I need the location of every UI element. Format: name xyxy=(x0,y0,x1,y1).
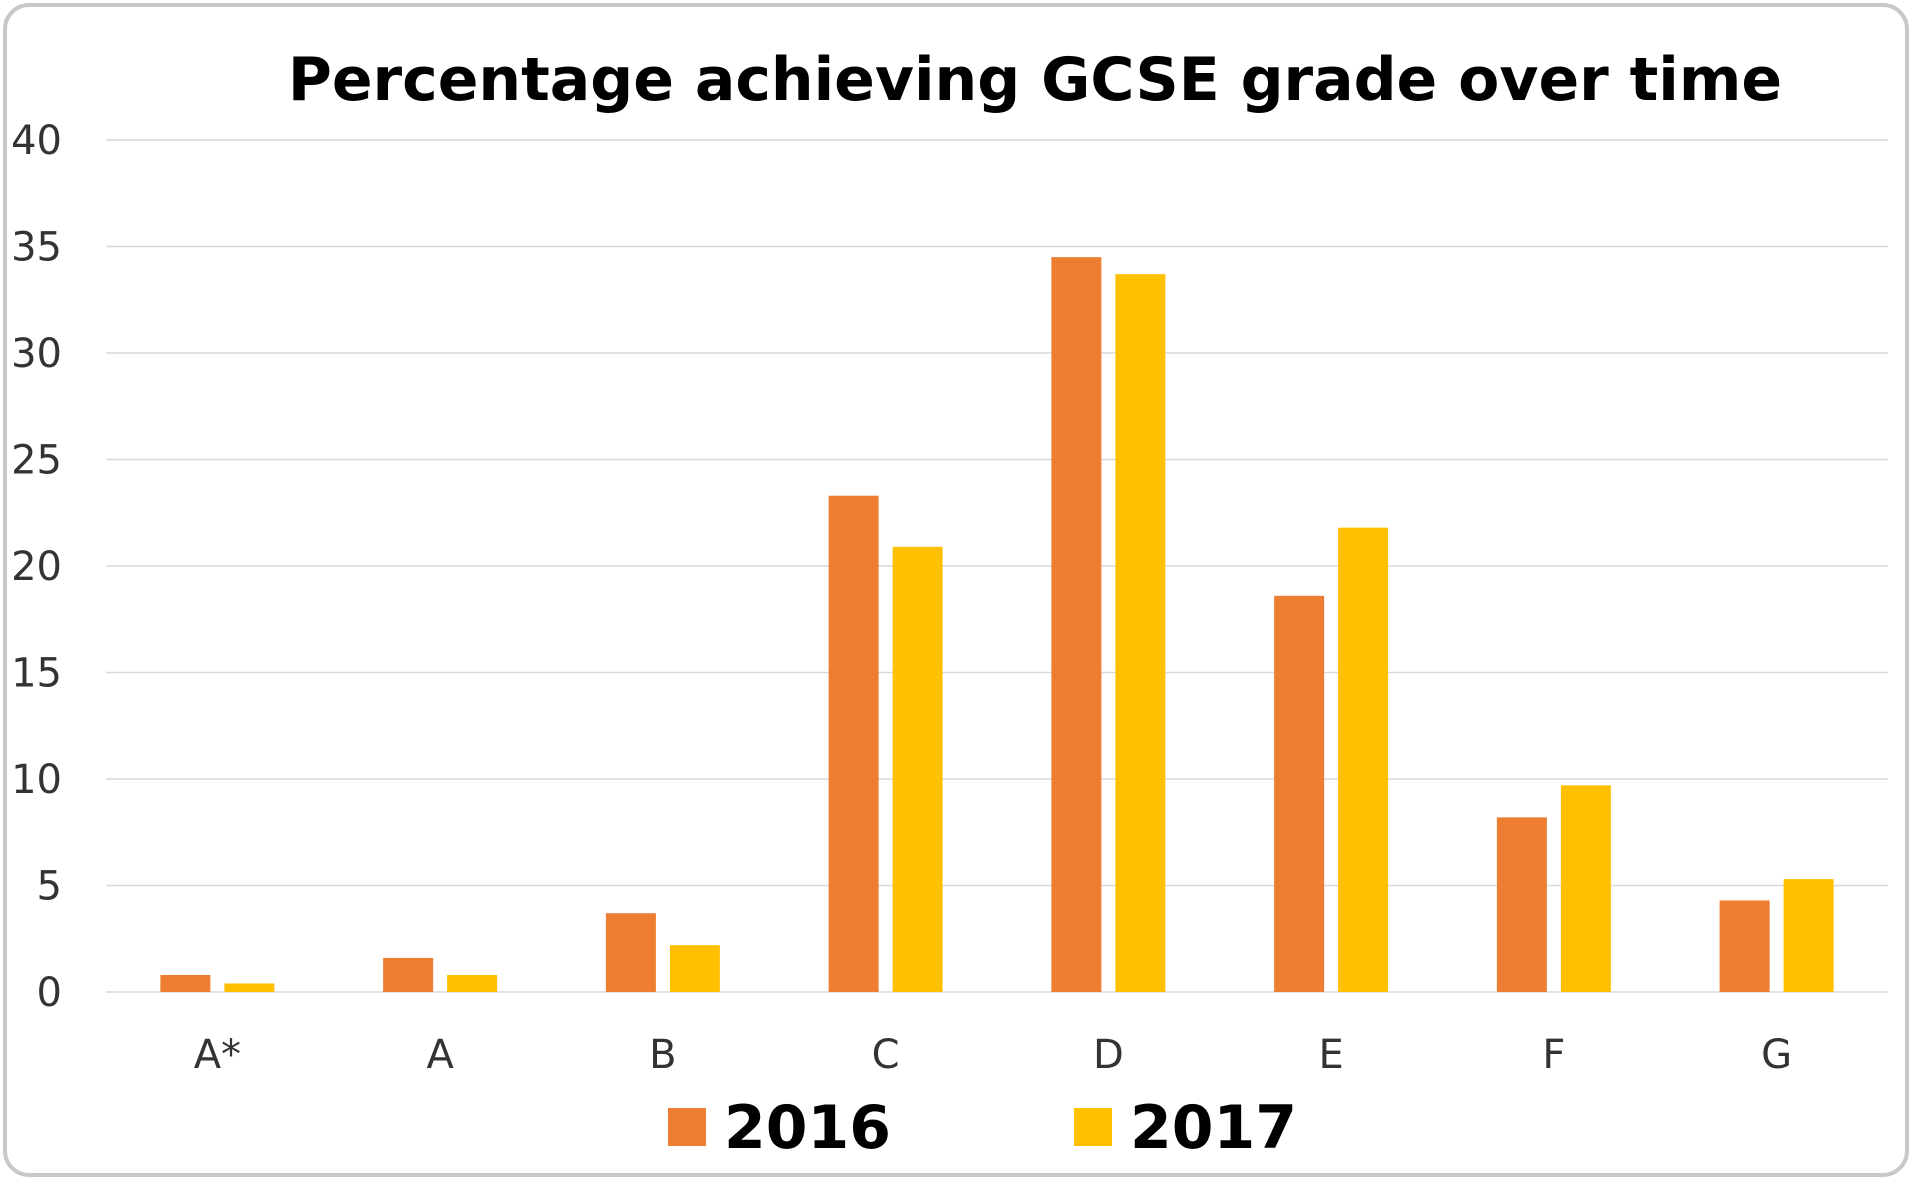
legend-swatch-2016 xyxy=(668,1108,706,1146)
y-tick-label: 35 xyxy=(11,225,62,271)
y-axis-ticks: 0 5 10 15 20 25 30 35 40 xyxy=(11,118,62,1016)
y-tick-label: 20 xyxy=(11,544,62,590)
legend-label-2017: 2017 xyxy=(1130,1093,1297,1163)
x-category-label: D xyxy=(1093,1032,1124,1078)
y-tick-label: 25 xyxy=(11,438,62,484)
bars xyxy=(160,257,1834,992)
bar-2017-A xyxy=(447,974,498,992)
x-category-label: G xyxy=(1761,1032,1792,1078)
y-tick-label: 30 xyxy=(11,331,62,377)
bar-2016-B xyxy=(605,913,656,992)
x-category-label: F xyxy=(1542,1032,1565,1078)
bar-2017-B xyxy=(669,945,720,992)
bar-2016-G xyxy=(1719,900,1770,992)
legend-swatch-2017 xyxy=(1074,1108,1112,1146)
bar-2017-C xyxy=(892,546,943,992)
legend: 2016 2017 xyxy=(668,1093,1297,1163)
bar-2017-A* xyxy=(224,983,275,992)
bar-2017-F xyxy=(1560,785,1611,992)
bar-2016-F xyxy=(1496,817,1547,992)
x-category-label: E xyxy=(1318,1032,1343,1078)
grid-lines xyxy=(106,139,1888,993)
bar-2017-D xyxy=(1115,274,1166,992)
bar-2016-C xyxy=(828,495,879,992)
legend-label-2016: 2016 xyxy=(724,1093,891,1163)
y-tick-label: 10 xyxy=(11,757,62,803)
x-axis-categories: A* A B C D E F G xyxy=(194,1032,1792,1078)
chart-title: Percentage achieving GCSE grade over tim… xyxy=(288,45,1782,115)
bar-2016-E xyxy=(1274,595,1325,992)
x-category-label: A xyxy=(426,1032,454,1078)
y-tick-label: 40 xyxy=(11,118,62,164)
bar-2016-A xyxy=(383,957,434,992)
bar-2017-E xyxy=(1338,527,1389,992)
x-category-label: C xyxy=(872,1032,900,1078)
x-category-label: A* xyxy=(194,1032,241,1078)
y-tick-label: 5 xyxy=(37,864,62,910)
y-tick-label: 0 xyxy=(37,970,62,1016)
bar-2017-G xyxy=(1783,879,1834,992)
y-tick-label: 15 xyxy=(11,651,62,697)
bar-2016-A* xyxy=(160,974,211,992)
bar-2016-D xyxy=(1051,257,1102,992)
x-category-label: B xyxy=(649,1032,676,1078)
